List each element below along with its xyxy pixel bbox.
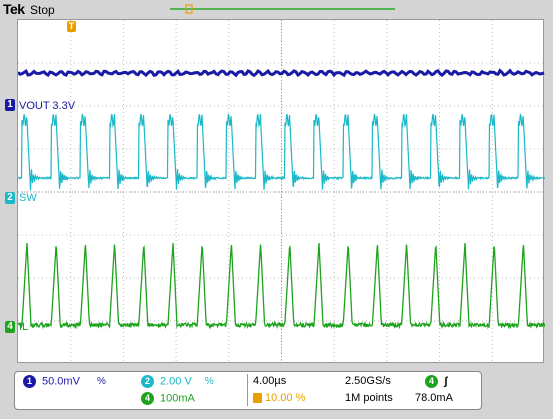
trigger-position-readout[interactable]: 10.00 %: [253, 392, 305, 404]
trigger-level-readout[interactable]: 78.0mA: [415, 392, 453, 404]
ch2-badge: 2: [141, 375, 154, 388]
footer-divider: [247, 374, 248, 406]
timebase-readout[interactable]: 4.00µs: [253, 375, 286, 387]
trigger-position-marker[interactable]: T: [67, 21, 76, 32]
trigger-ch-badge: 4: [425, 375, 438, 388]
record-position-bar: [0, 0, 553, 19]
ch1-badge: 1: [23, 375, 36, 388]
trigger-pos-icon: [253, 393, 262, 403]
status-readout: 1 50.0mV % 2 2.00 V % 4 100mA 4.00µs 10.00 …: [14, 371, 482, 410]
ch1-scale: 50.0mV: [42, 375, 80, 387]
ch2-bw-icon: %: [205, 376, 214, 387]
record-length-readout[interactable]: 1M points: [345, 392, 393, 404]
ch2-label: SW: [19, 192, 37, 204]
ch4-badge: 4: [141, 392, 154, 405]
trigger-pos-value: 10.00 %: [265, 392, 305, 404]
ch4-readout[interactable]: 4 100mA: [141, 392, 195, 405]
top-status-bar: Tek Stop: [0, 0, 553, 19]
ch4-label: IL: [19, 321, 28, 333]
ch1-marker[interactable]: 1: [5, 99, 15, 111]
trigger-slope-icon: ʃ: [444, 375, 448, 387]
ch2-marker[interactable]: 2: [5, 192, 15, 204]
trigger-source-readout[interactable]: 4ʃ: [425, 375, 448, 388]
ch2-readout[interactable]: 2 2.00 V %: [141, 375, 214, 388]
sample-rate-readout[interactable]: 2.50GS/s: [345, 375, 391, 387]
ch4-marker[interactable]: 4: [5, 321, 15, 333]
graticule: [18, 20, 545, 364]
ch1-label: VOUT 3.3V: [19, 100, 75, 112]
waveform-display[interactable]: [17, 19, 544, 363]
ch1-readout[interactable]: 1 50.0mV %: [23, 375, 106, 388]
ch1-bw-icon: %: [97, 376, 106, 387]
ch2-scale: 2.00 V: [160, 375, 192, 387]
ch4-scale: 100mA: [160, 392, 195, 404]
